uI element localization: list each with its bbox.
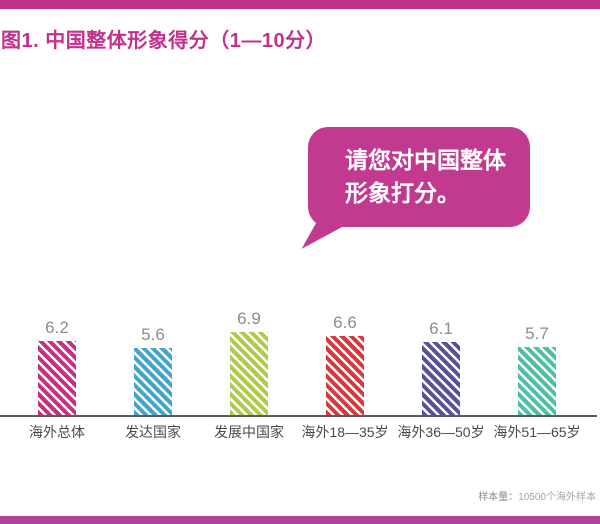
speech-bubble-line1: 请您对中国整体 [345, 147, 506, 173]
bar [134, 348, 172, 415]
bar-column: 5.7 [489, 325, 585, 415]
bar-column: 6.2 [9, 319, 105, 415]
speech-bubble: 请您对中国整体 形象打分。 [308, 127, 530, 227]
sample-size-label: 样本量： [478, 492, 519, 503]
page-title: 图1. 中国整体形象得分（1—10分） [1, 30, 327, 52]
x-axis-line [0, 415, 597, 417]
sample-size-note: 样本量：10500个海外样本 [478, 488, 596, 503]
top-accent-bar [0, 0, 600, 9]
bar [326, 336, 364, 415]
bar-value-label: 6.9 [237, 309, 261, 328]
category-label: 海外总体 [29, 424, 85, 440]
bar-value-label: 6.1 [429, 319, 453, 338]
category-label: 海外36—50岁 [397, 424, 485, 440]
bar [422, 342, 460, 415]
bar-value-label: 5.7 [525, 324, 549, 343]
bar-value-label: 5.6 [141, 325, 165, 344]
speech-bubble-line2: 形象打分。 [345, 180, 460, 206]
sample-size-value: 10500个海外样本 [518, 492, 596, 503]
bar-column: 6.6 [297, 314, 393, 415]
category-label: 发达国家 [125, 424, 181, 440]
bottom-accent-bar [0, 516, 600, 524]
bar [518, 347, 556, 415]
bar [38, 341, 76, 415]
bar-column: 6.1 [393, 320, 489, 415]
category-label: 海外18—35岁 [301, 424, 389, 440]
bar-value-label: 6.2 [45, 318, 69, 337]
category-label: 海外51—65岁 [493, 424, 581, 440]
bar-value-label: 6.6 [333, 313, 357, 332]
bar-column: 5.6 [105, 326, 201, 415]
category-label: 发展中国家 [214, 424, 284, 440]
bar [230, 332, 268, 415]
bar-column: 6.9 [201, 310, 297, 415]
